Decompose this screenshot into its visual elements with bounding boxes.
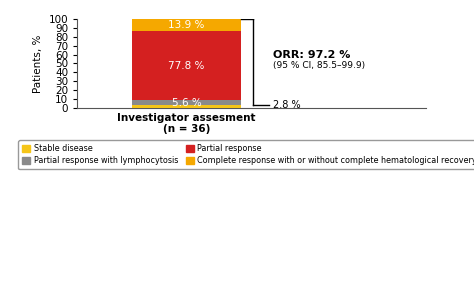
Text: 13.9 %: 13.9 % bbox=[168, 20, 205, 30]
Bar bbox=[132, 100, 241, 105]
Text: 2.8 %: 2.8 % bbox=[273, 100, 301, 110]
Y-axis label: Patients, %: Patients, % bbox=[33, 34, 43, 93]
Bar bbox=[132, 19, 241, 31]
Text: (95 % CI, 85.5–99.9): (95 % CI, 85.5–99.9) bbox=[273, 61, 365, 70]
Bar bbox=[132, 105, 241, 108]
Text: 77.8 %: 77.8 % bbox=[168, 61, 205, 71]
Bar bbox=[132, 31, 241, 100]
Text: ORR: 97.2 %: ORR: 97.2 % bbox=[273, 50, 351, 60]
Legend: Stable disease, Partial response with lymphocytosis, Partial response, Complete : Stable disease, Partial response with ly… bbox=[18, 140, 474, 169]
Text: 5.6 %: 5.6 % bbox=[172, 98, 201, 108]
